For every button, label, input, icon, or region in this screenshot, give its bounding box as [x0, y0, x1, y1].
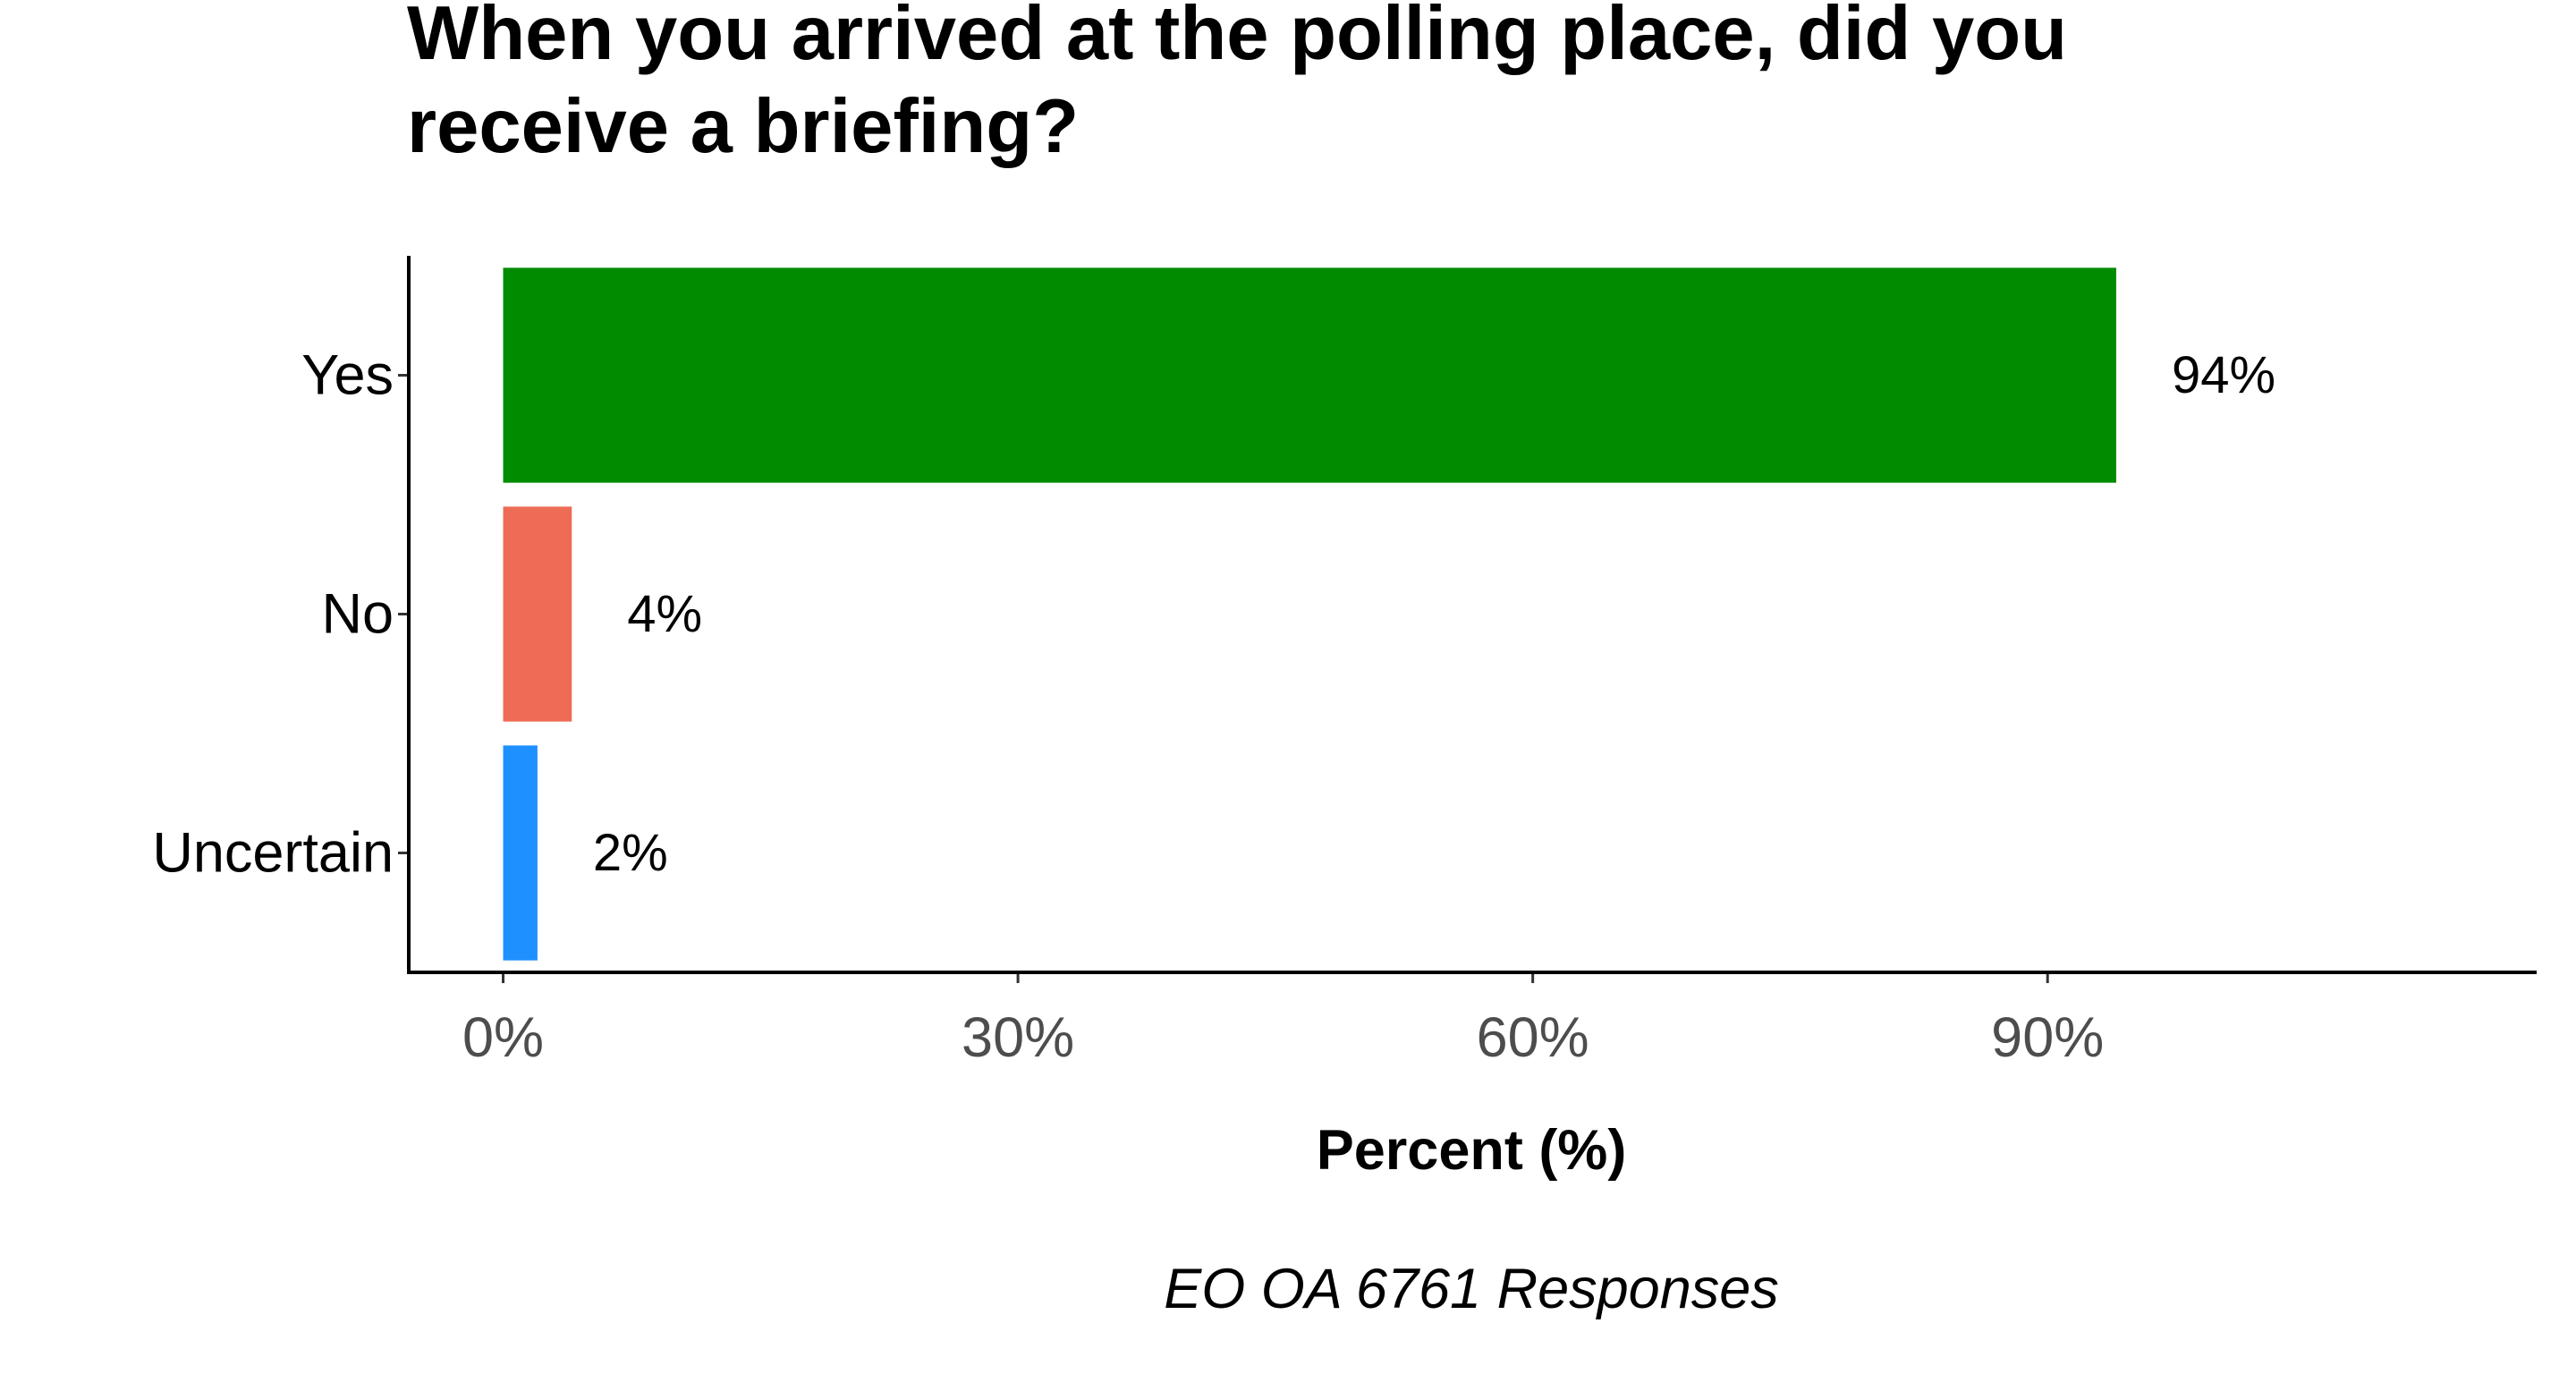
x-tick-label-0: 0%: [462, 1006, 544, 1069]
data-labels: 94% 4% 2%: [593, 346, 2275, 882]
chart-title-line-1: When you arrived at the polling place, d…: [407, 0, 2067, 76]
bars: [503, 267, 2116, 961]
x-axis-title: Percent (%): [1317, 1119, 1627, 1182]
x-tick-label-30: 30%: [962, 1006, 1074, 1069]
y-tick-label-yes: Yes: [301, 344, 394, 407]
chart-title-line-2: receive a briefing?: [407, 84, 1079, 169]
bar-no: [503, 506, 572, 722]
y-tick-label-uncertain: Uncertain: [152, 822, 394, 885]
bar-uncertain: [503, 745, 538, 961]
y-axis-ticks: Yes No Uncertain: [152, 344, 409, 885]
data-label-uncertain: 2%: [593, 824, 668, 882]
y-tick-label-no: No: [321, 583, 394, 646]
data-label-no: 4%: [627, 585, 702, 643]
x-axis-ticks: 0% 30% 60% 90%: [462, 972, 2104, 1069]
data-label-yes: 94%: [2172, 346, 2275, 404]
bar-yes: [503, 267, 2116, 483]
x-tick-label-60: 60%: [1477, 1006, 1589, 1069]
x-tick-label-90: 90%: [1991, 1006, 2104, 1069]
chart-caption: EO OA 6761 Responses: [1164, 1258, 1779, 1320]
